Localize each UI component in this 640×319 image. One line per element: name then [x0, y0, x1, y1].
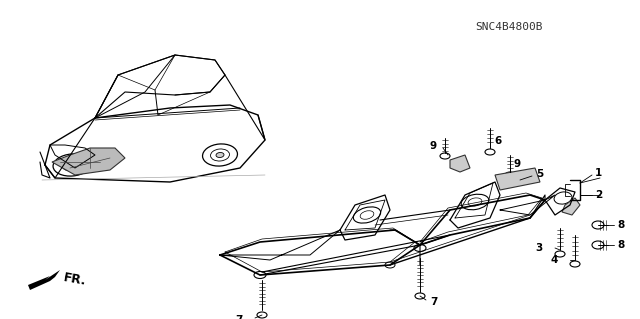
Text: 4: 4	[550, 255, 558, 265]
Polygon shape	[28, 270, 60, 290]
Polygon shape	[450, 155, 470, 172]
Text: 5: 5	[536, 169, 543, 179]
Text: 6: 6	[494, 136, 501, 146]
Polygon shape	[562, 198, 580, 215]
Text: 2: 2	[595, 190, 602, 200]
Text: 7: 7	[430, 297, 437, 307]
Ellipse shape	[68, 162, 76, 167]
Text: 9: 9	[430, 141, 437, 151]
Text: FR.: FR.	[62, 271, 87, 288]
Polygon shape	[52, 148, 125, 175]
Text: 3: 3	[536, 243, 543, 253]
Text: 8: 8	[617, 220, 624, 230]
Text: 1: 1	[595, 168, 602, 178]
Text: 7: 7	[235, 315, 243, 319]
Text: 8: 8	[617, 240, 624, 250]
Text: SNC4B4800B: SNC4B4800B	[475, 22, 543, 32]
Text: 9: 9	[514, 159, 521, 169]
Polygon shape	[495, 168, 540, 190]
Ellipse shape	[216, 152, 224, 158]
